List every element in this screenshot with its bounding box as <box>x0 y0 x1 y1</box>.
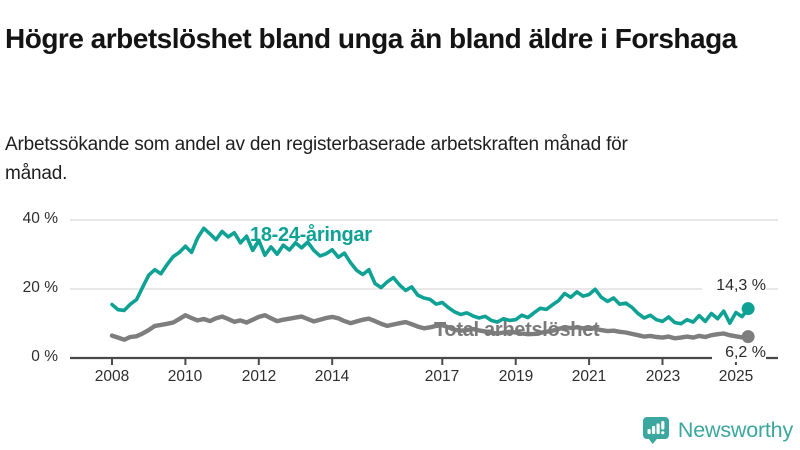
x-axis-label-2025: 2025 <box>718 368 754 385</box>
newsworthy-brand-text: Newsworthy <box>677 418 793 442</box>
newsworthy-logo: Newsworthy <box>642 416 793 445</box>
page-title: Högre arbetslöshet bland unga än bland ä… <box>5 22 737 54</box>
x-axis-label-2008: 2008 <box>94 368 130 385</box>
x-axis-label-2023: 2023 <box>645 368 681 385</box>
x-axis-label-2019: 2019 <box>498 368 534 385</box>
value-label-youth: 14,3 % <box>702 277 766 295</box>
y-axis-label-20: 20 % <box>22 279 58 296</box>
series-label-youth: 18-24-åringar <box>250 224 372 246</box>
x-axis-label-2010: 2010 <box>167 368 203 385</box>
y-axis-label-0: 0 % <box>31 348 58 365</box>
y-axis-label-40: 40 % <box>22 210 58 227</box>
chart-subtitle: Arbetssökande som andel av den registerb… <box>5 134 628 184</box>
x-axis-label-2017: 2017 <box>424 368 460 385</box>
x-axis-label-2012: 2012 <box>241 368 277 385</box>
x-axis-label-2021: 2021 <box>571 368 607 385</box>
series-label-total: Total arbetslöshet <box>434 319 600 341</box>
value-label-total: 6,2 % <box>712 344 766 362</box>
x-axis-label-2014: 2014 <box>314 368 350 385</box>
bar-chart-speech-bubble-icon <box>642 417 669 444</box>
